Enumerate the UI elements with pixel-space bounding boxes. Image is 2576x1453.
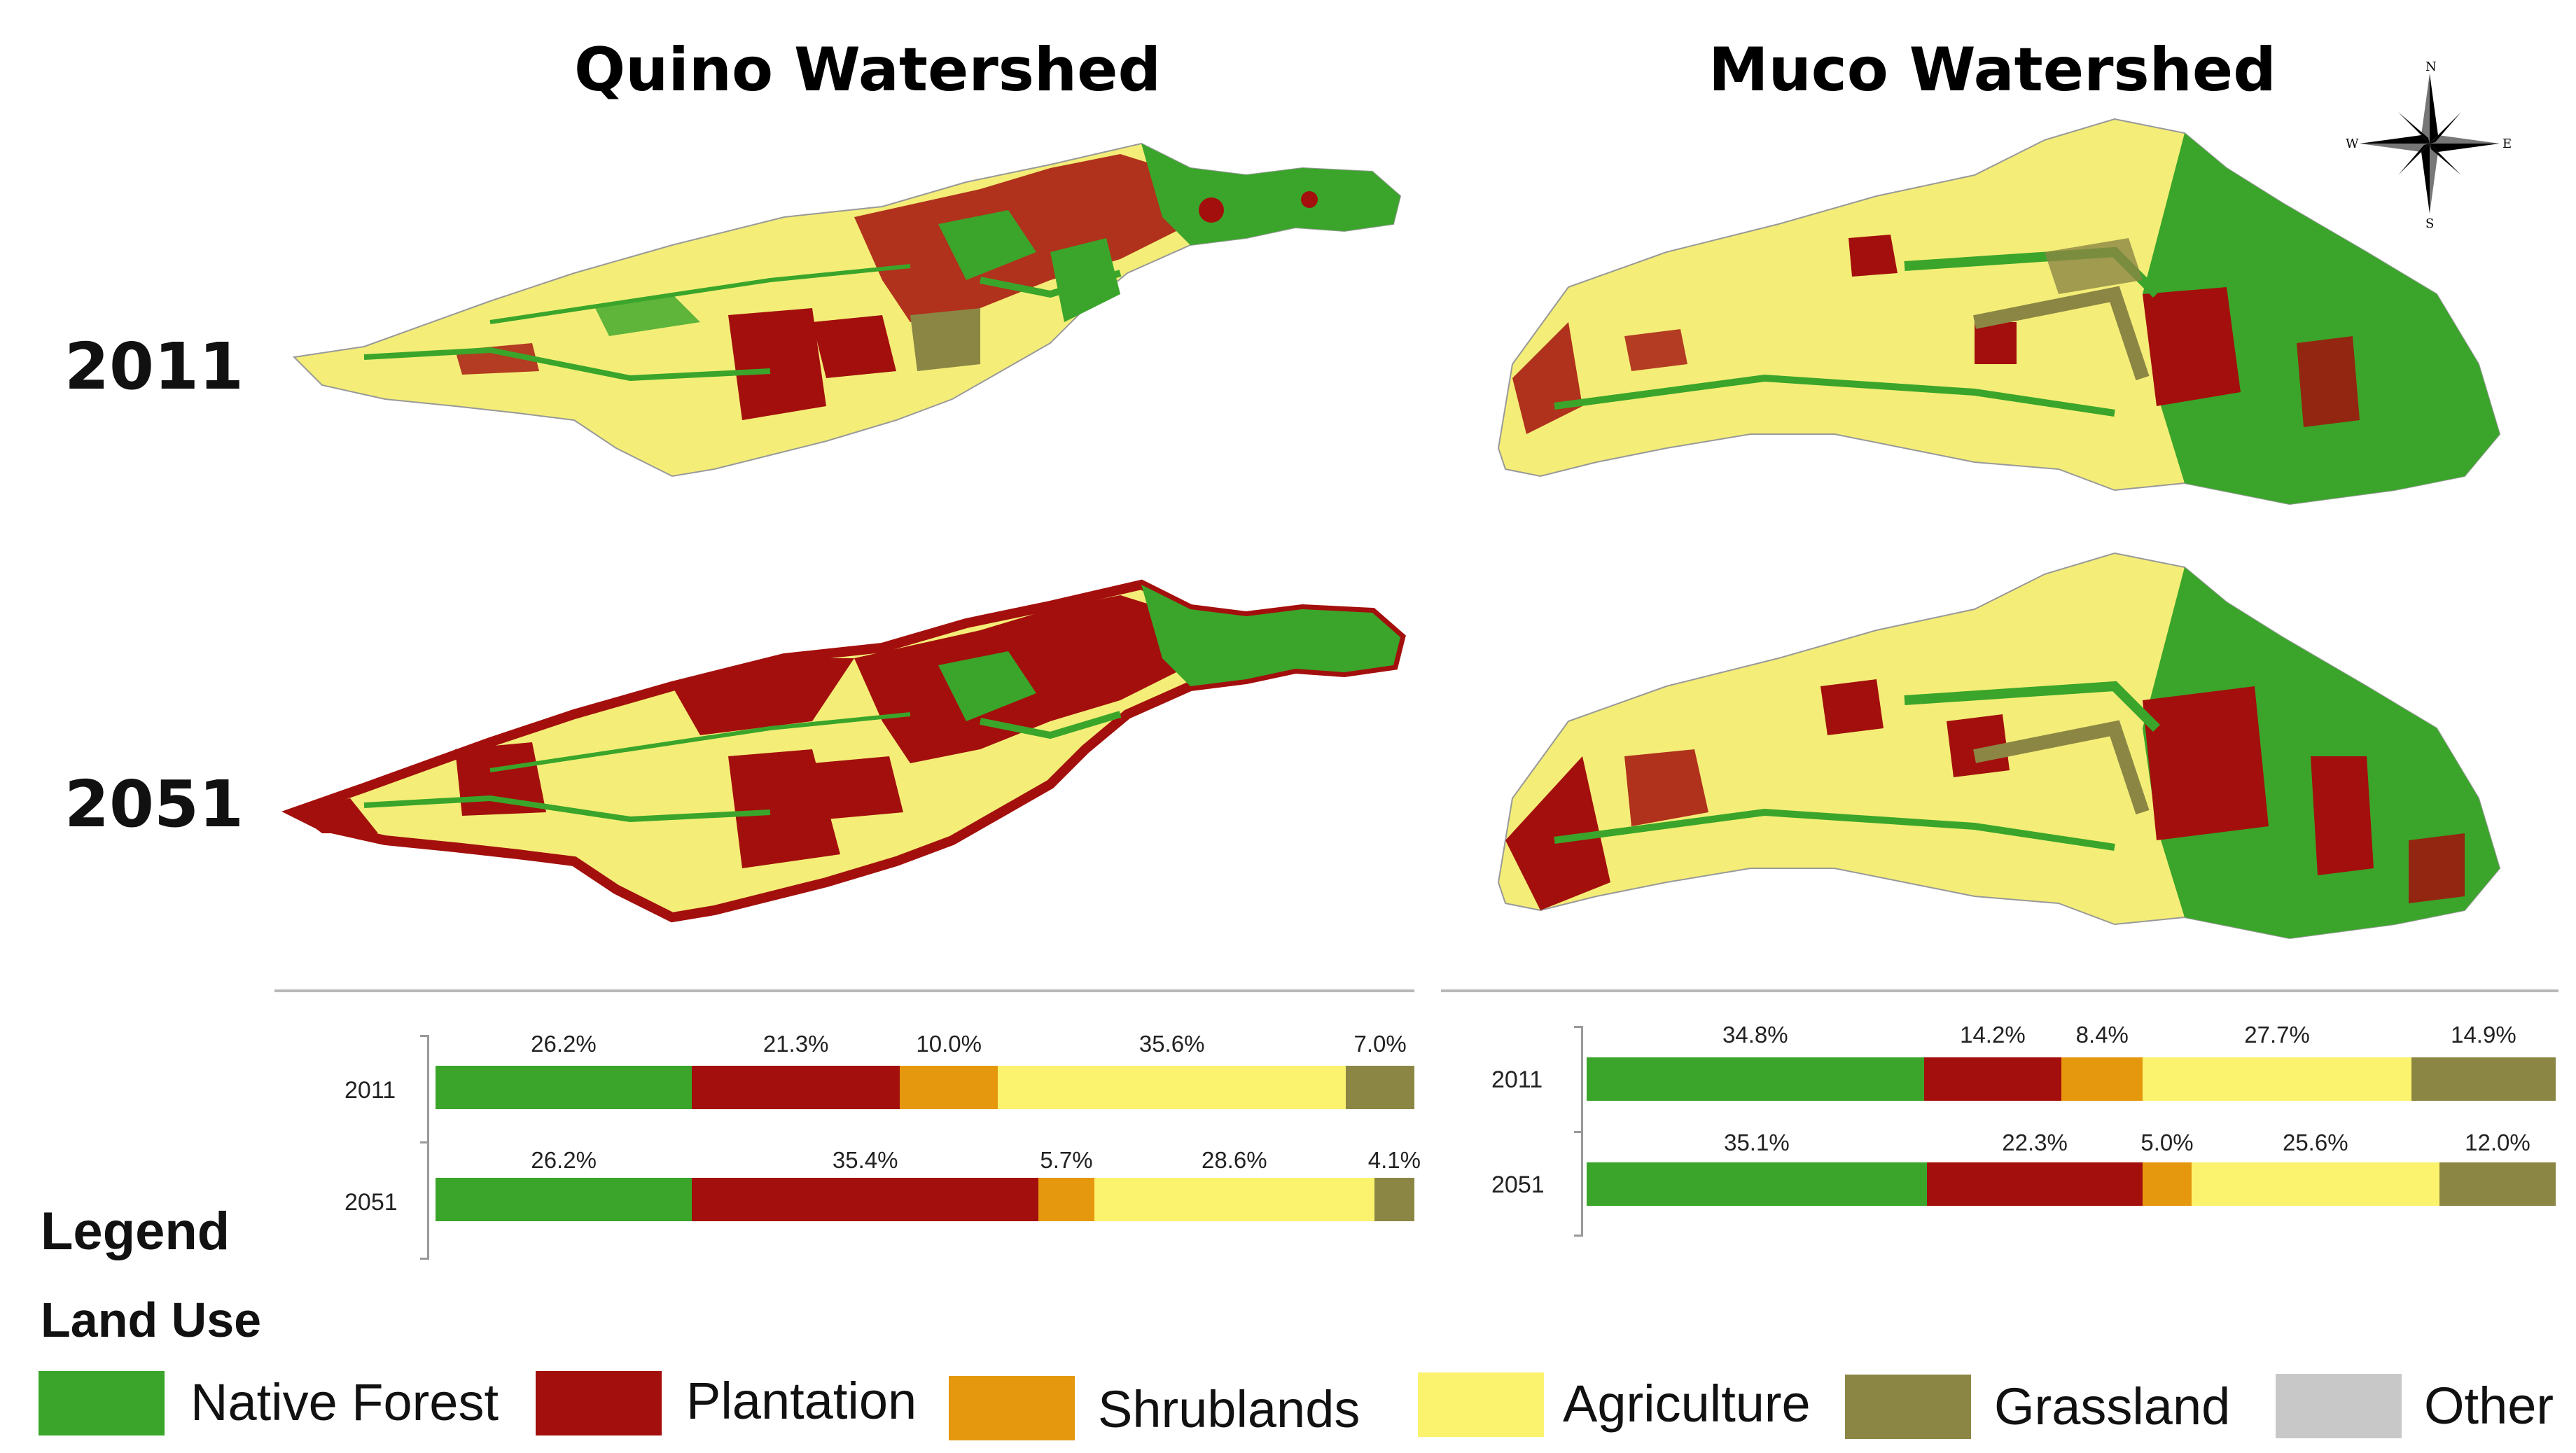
legend-label-other: Other bbox=[2424, 1377, 2554, 1435]
year-label-2051: 2051 bbox=[64, 767, 244, 842]
quino-bracket bbox=[427, 1035, 429, 1259]
quino-bracket-bottom bbox=[420, 1258, 429, 1260]
muco-divider bbox=[1441, 989, 2558, 992]
muco-bar-seg-2011-agriculture bbox=[2143, 1057, 2411, 1101]
muco-bar-label-2051-native-forest: 35.1% bbox=[1724, 1129, 1790, 1155]
compass-n: N bbox=[2425, 60, 2437, 74]
muco-bracket-top bbox=[1574, 1026, 1583, 1028]
muco-title: Muco Watershed bbox=[1708, 35, 2276, 105]
muco-bracket-bottom bbox=[1574, 1235, 1583, 1237]
compass-e: E bbox=[2502, 137, 2512, 151]
compass-s: S bbox=[2425, 216, 2434, 231]
muco-bar-seg-2011-grassland bbox=[2411, 1057, 2556, 1101]
legend-label-plantation: Plantation bbox=[686, 1372, 917, 1430]
muco-bar-year-2051: 2051 bbox=[1491, 1172, 1545, 1198]
muco-bar-year-2011: 2011 bbox=[1491, 1066, 1543, 1093]
quino-bar-seg-2051-agriculture bbox=[1094, 1178, 1374, 1221]
legend-subtitle: Land Use bbox=[41, 1293, 262, 1347]
quino-bracket-top bbox=[420, 1035, 429, 1037]
quino-bar-year-2051: 2051 bbox=[344, 1189, 398, 1216]
muco-bar-label-2051-plantation: 22.3% bbox=[2002, 1129, 2068, 1155]
quino-bar-seg-2011-shrublands bbox=[900, 1066, 998, 1109]
quino-bar-seg-2051-plantation bbox=[692, 1178, 1039, 1221]
quino-bar-label-2051-native-forest: 26.2% bbox=[531, 1147, 597, 1173]
muco-bar-label-2051-shrublands: 5.0% bbox=[2140, 1129, 2194, 1155]
muco-bar-seg-2051-shrublands bbox=[2143, 1162, 2192, 1206]
quino-bar-seg-2011-grassland bbox=[1346, 1066, 1414, 1109]
quino-bar-seg-2011-native-forest bbox=[436, 1066, 692, 1109]
quino-title: Quino Watershed bbox=[574, 35, 1162, 105]
legend-swatch-plantation bbox=[536, 1371, 662, 1435]
muco-bar-seg-2051-plantation bbox=[1926, 1162, 2143, 1206]
quino-bar-seg-2051-native-forest bbox=[436, 1178, 692, 1221]
quino-bar-seg-2051-grassland bbox=[1374, 1178, 1414, 1221]
compass-w: W bbox=[2346, 137, 2359, 151]
year-label-2011: 2011 bbox=[64, 329, 244, 404]
muco-bar-label-2011-native-forest: 34.8% bbox=[1722, 1022, 1788, 1048]
muco-bar-label-2011-plantation: 14.2% bbox=[1960, 1022, 2026, 1048]
quino-bar-label-2051-shrublands: 5.7% bbox=[1040, 1147, 1093, 1173]
quino-bar-seg-2051-shrublands bbox=[1038, 1178, 1094, 1221]
quino-bar-label-2011-native-forest: 26.2% bbox=[531, 1031, 597, 1057]
quino-bar-label-2051-grassland: 4.1% bbox=[1367, 1147, 1421, 1173]
muco-labels-2011: 34.8% 14.2% 8.4% 27.7% 14.9% bbox=[1587, 1022, 2556, 1050]
muco-map-2051 bbox=[1497, 552, 2501, 940]
muco-bracket-mid bbox=[1574, 1131, 1583, 1133]
quino-bar-label-2051-plantation: 35.4% bbox=[832, 1147, 898, 1173]
quino-bar-label-2011-agriculture: 35.6% bbox=[1139, 1031, 1205, 1057]
quino-labels-2011: 26.2% 21.3% 10.0% 35.6% 7.0% bbox=[436, 1031, 1414, 1059]
muco-labels-2051: 35.1% 22.3% 5.0% 25.6% 12.0% bbox=[1587, 1129, 2556, 1157]
quino-bar-panel: 2011 2051 26.2% 21.3% 10.0% 35.6% 7.0% 26.2%… bbox=[322, 1022, 1428, 1274]
quino-bar-label-2051-agriculture: 28.6% bbox=[1201, 1147, 1267, 1173]
compass-rose-icon: N S E W bbox=[2346, 60, 2512, 231]
muco-bar-2011 bbox=[1587, 1057, 2556, 1101]
quino-bar-seg-2011-plantation bbox=[691, 1066, 900, 1109]
legend-title: Legend bbox=[41, 1202, 230, 1261]
quino-labels-2051: 26.2% 35.4% 5.7% 28.6% 4.1% bbox=[436, 1147, 1421, 1175]
legend-label-agriculture: Agriculture bbox=[1563, 1375, 1811, 1433]
quino-bar-seg-2011-agriculture bbox=[998, 1066, 1346, 1109]
muco-bar-label-2051-grassland: 12.0% bbox=[2465, 1129, 2530, 1155]
legend-label-grassland: Grassland bbox=[1994, 1377, 2231, 1435]
legend-label-shrublands: Shrublands bbox=[1098, 1380, 1360, 1438]
muco-bar-label-2051-agriculture: 25.6% bbox=[2282, 1129, 2348, 1155]
quino-bar-year-2011: 2011 bbox=[344, 1077, 396, 1104]
muco-bar-seg-2011-native-forest bbox=[1587, 1057, 1924, 1101]
muco-bar-label-2011-agriculture: 27.7% bbox=[2244, 1022, 2310, 1048]
legend-swatch-other bbox=[2276, 1374, 2402, 1438]
legend-swatch-grassland bbox=[1845, 1375, 1971, 1439]
quino-bar-label-2011-plantation: 21.3% bbox=[763, 1031, 829, 1057]
quino-bar-2051 bbox=[436, 1178, 1414, 1221]
legend-swatch-native-forest bbox=[39, 1371, 165, 1435]
quino-divider bbox=[274, 989, 1414, 992]
muco-bar-seg-2011-shrublands bbox=[2061, 1057, 2143, 1101]
muco-map-2011 bbox=[1497, 118, 2501, 506]
quino-bracket-mid bbox=[420, 1141, 429, 1143]
muco-bar-label-2011-shrublands: 8.4% bbox=[2075, 1022, 2129, 1048]
muco-bar-seg-2051-grassland bbox=[2439, 1162, 2556, 1206]
legend-swatch-agriculture bbox=[1418, 1372, 1544, 1437]
muco-bar-2051 bbox=[1587, 1162, 2556, 1206]
quino-bar-label-2011-shrublands: 10.0% bbox=[916, 1031, 982, 1057]
muco-bar-label-2011-grassland: 14.9% bbox=[2451, 1022, 2516, 1048]
muco-bar-panel: 2011 2051 34.8% 14.2% 8.4% 27.7% 14.9% 35.1%… bbox=[1456, 1012, 2563, 1264]
quino-bar-2011 bbox=[436, 1066, 1414, 1109]
quino-map-2051 bbox=[281, 579, 1406, 923]
quino-map-2011 bbox=[292, 142, 1402, 478]
quino-bar-label-2011-grassland: 7.0% bbox=[1353, 1031, 1407, 1057]
muco-bar-seg-2051-agriculture bbox=[2191, 1162, 2439, 1206]
legend-label-native-forest: Native Forest bbox=[190, 1373, 499, 1431]
muco-bar-seg-2051-native-forest bbox=[1587, 1162, 1927, 1206]
legend-swatch-shrublands bbox=[949, 1376, 1075, 1440]
muco-bar-seg-2011-plantation bbox=[1923, 1057, 2062, 1101]
